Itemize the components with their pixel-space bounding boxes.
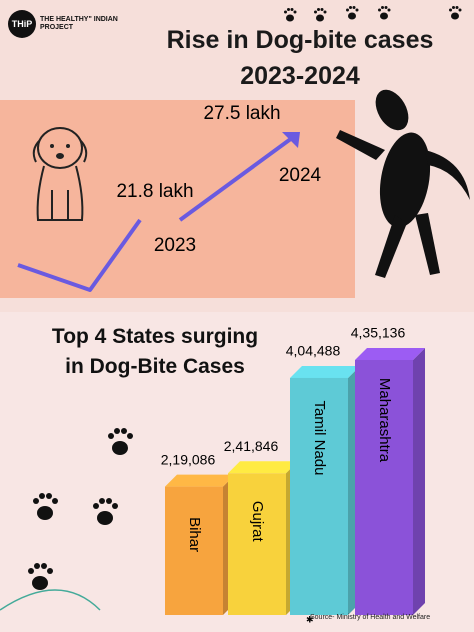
brand-logo: THiP [8, 10, 36, 38]
bar [228, 473, 286, 615]
bar-top [355, 348, 425, 360]
category-label: 2024 [279, 165, 322, 186]
arrow-head [282, 132, 300, 148]
bar [290, 377, 348, 615]
source-icon: ✱ [306, 614, 314, 624]
paw-prints [28, 6, 462, 590]
bar [165, 486, 223, 615]
category-label: Maharashtra [376, 378, 393, 463]
bar-top [228, 461, 298, 474]
bar-side [413, 348, 425, 615]
value-label: 4,04,488 [286, 343, 341, 359]
bar-top [165, 474, 235, 487]
dog-outline [32, 127, 88, 221]
brand: THiP THE HEALTHY" INDIAN PROJECT [8, 10, 120, 38]
value-label: 2,19,086 [161, 451, 216, 467]
value-label: 2,41,846 [224, 438, 279, 454]
line-lead-in [17, 218, 142, 292]
dog-silhouette [336, 89, 470, 278]
bar-title: Top 4 States surging in Dog-Bite Cases [51, 325, 259, 378]
category-label: Tamil Nadu [311, 400, 328, 475]
line-title: Rise in Dog-bite cases 2023-2024 [166, 26, 434, 90]
value-label: 4,35,136 [351, 325, 406, 341]
value-label: 21.8 lakh [116, 181, 193, 202]
line [178, 136, 294, 222]
category-label: Bihar [186, 517, 203, 552]
brand-name: THE HEALTHY" INDIAN PROJECT [40, 16, 118, 31]
dog-face [50, 144, 70, 159]
value-label: 27.5 lakh [203, 103, 280, 124]
source: Source- Ministry of Health and Welfare [310, 614, 431, 621]
category-label: Gujrat [249, 501, 266, 543]
category-label: 2023 [154, 235, 196, 256]
bar-top [290, 365, 360, 378]
decor-curve [0, 589, 101, 611]
bar [355, 360, 413, 615]
